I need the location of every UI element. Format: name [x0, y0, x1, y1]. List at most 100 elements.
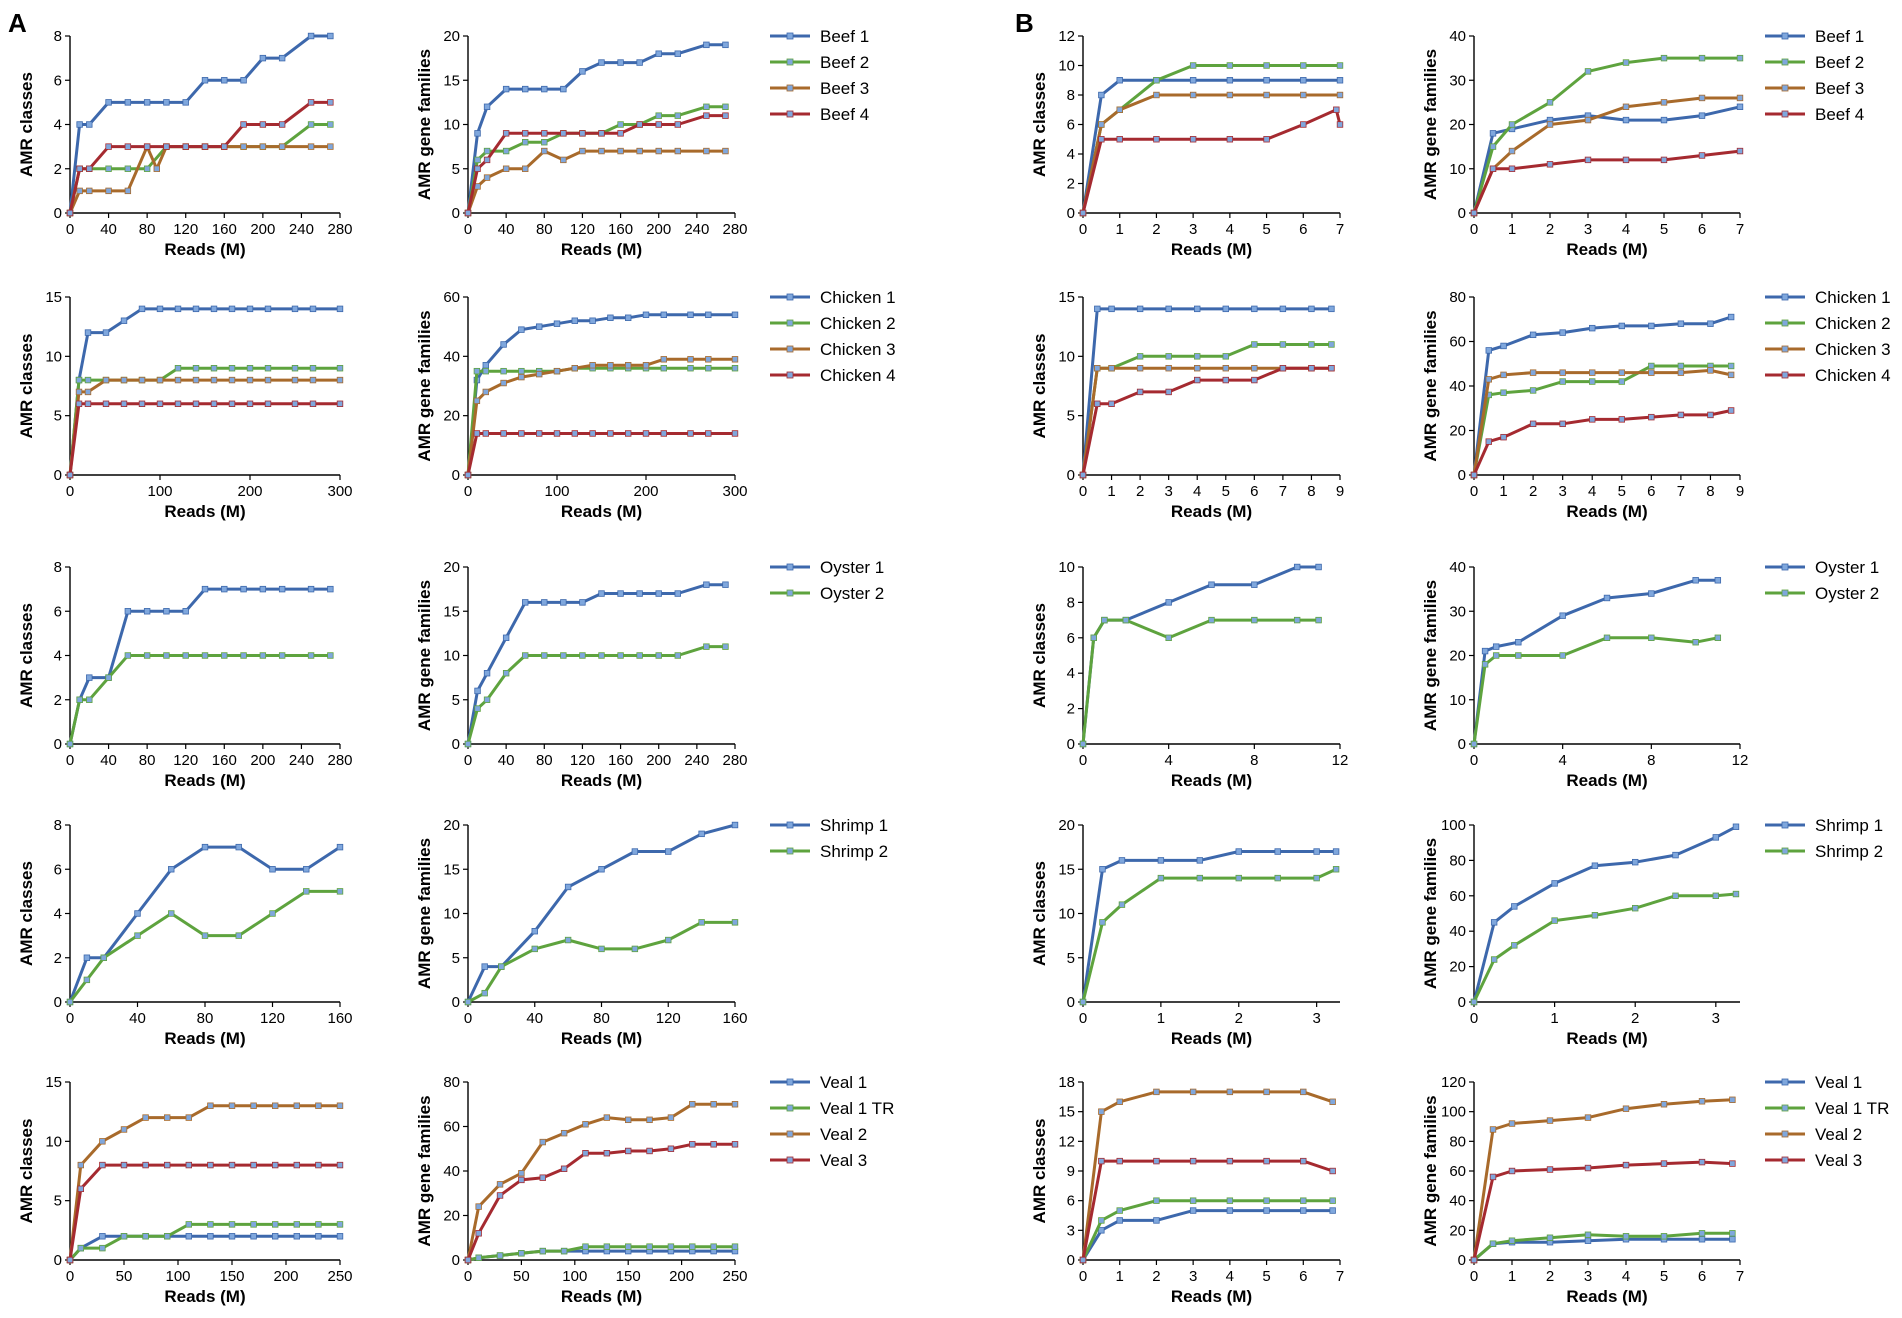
data-point [1511, 942, 1518, 949]
legend-entry: Chicken 1 [1815, 288, 1891, 307]
data-point [174, 305, 182, 313]
data-point [598, 652, 605, 659]
series-veal-3 [1079, 1157, 1336, 1264]
data-point [278, 121, 286, 128]
data-point [1300, 77, 1307, 84]
data-point [631, 848, 639, 855]
data-point [1251, 305, 1258, 313]
series-line [1081, 618, 1319, 745]
data-point [560, 130, 567, 137]
data-point [1226, 62, 1234, 69]
legend: Veal 1 Veal 1 TR Veal 2 Veal 3 [1765, 1073, 1889, 1170]
data-point [120, 400, 128, 407]
data-point [1116, 77, 1123, 84]
data-point [473, 367, 481, 375]
data-point [1648, 590, 1655, 597]
y-tick-label: 10 [443, 117, 460, 134]
x-tick-label: 160 [608, 221, 633, 238]
data-point [1222, 305, 1229, 313]
data-point [1727, 362, 1735, 370]
data-point [539, 1174, 546, 1181]
data-point [464, 740, 472, 748]
series-line [1472, 636, 1719, 745]
x-tick-label: 240 [684, 752, 709, 769]
data-point [636, 652, 643, 659]
x-tick-label: 3 [1712, 1010, 1720, 1027]
data-point [1328, 305, 1335, 313]
x-tick-label: 5 [1262, 1268, 1270, 1285]
data-point [327, 99, 334, 106]
y-tick-label: 100 [1441, 1104, 1466, 1121]
data-point [327, 32, 334, 40]
series-chicken-3 [1079, 364, 1335, 479]
x-axis-label: Reads (M) [164, 1029, 245, 1048]
data-point [603, 1114, 611, 1121]
x-tick-label: 12 [1332, 752, 1349, 769]
x-tick-label: 0 [1470, 221, 1478, 238]
data-point [553, 320, 561, 327]
data-point [1622, 1233, 1630, 1240]
data-point [86, 165, 93, 172]
data-point [269, 910, 276, 917]
data-point [1332, 866, 1340, 873]
legend-entry: Veal 1 TR [820, 1099, 894, 1118]
x-axis-label: Reads (M) [1566, 502, 1647, 521]
y-axis-label: AMR gene families [1421, 1095, 1440, 1246]
data-point [1729, 1096, 1736, 1103]
legend-marker [1781, 58, 1789, 66]
data-point [1336, 62, 1344, 69]
series-shrimp-1 [1470, 823, 1740, 1006]
data-point [336, 1221, 344, 1228]
data-point [1492, 652, 1500, 659]
data-point [1196, 857, 1204, 864]
series-line [1081, 366, 1332, 476]
y-tick-label: 10 [1058, 58, 1075, 75]
legend-marker [786, 84, 794, 92]
series-line [1081, 78, 1340, 214]
legend: Oyster 1 Oyster 2 [1765, 558, 1879, 603]
data-point [264, 376, 272, 384]
data-point [1165, 599, 1172, 606]
series-chicken-4 [66, 400, 344, 479]
data-point [674, 112, 681, 119]
data-point [636, 59, 643, 66]
data-point [710, 1141, 717, 1148]
data-point [522, 652, 529, 659]
data-point [235, 932, 242, 939]
data-point [309, 400, 317, 407]
y-axis-label: AMR classes [17, 861, 36, 966]
legend-marker [1781, 371, 1789, 379]
series-veal-2 [66, 1102, 344, 1264]
chart-B-shrimp-classes: 0 5 10 15 20 0 1 2 3 Reads (M) AMR classes [1030, 817, 1340, 1048]
data-point [731, 1141, 739, 1148]
legend-marker [786, 345, 794, 353]
y-tick-label: 6 [54, 72, 62, 89]
data-point [731, 356, 739, 363]
y-tick-label: 0 [452, 205, 460, 222]
data-point [498, 963, 505, 970]
data-point [703, 147, 710, 155]
data-point [1116, 1207, 1123, 1214]
y-tick-label: 0 [1458, 736, 1466, 753]
y-tick-label: 0 [54, 736, 62, 753]
x-tick-label: 3 [1189, 1268, 1197, 1285]
data-point [1591, 862, 1599, 869]
data-point [1194, 376, 1201, 384]
data-point [120, 376, 128, 384]
data-point [482, 388, 489, 396]
data-point [124, 652, 132, 659]
series-line [467, 1245, 735, 1262]
data-point [66, 740, 74, 748]
legend: Oyster 1 Oyster 2 [770, 558, 884, 603]
data-point [579, 652, 586, 659]
x-tick-label: 2 [1631, 1010, 1639, 1027]
x-tick-label: 40 [498, 752, 515, 769]
data-point [536, 370, 543, 378]
data-point [246, 305, 254, 313]
data-point [1293, 616, 1301, 624]
x-tick-label: 2 [1235, 1010, 1243, 1027]
data-point [264, 400, 272, 407]
series-beef-2 [1470, 54, 1744, 217]
data-point [518, 1250, 525, 1257]
